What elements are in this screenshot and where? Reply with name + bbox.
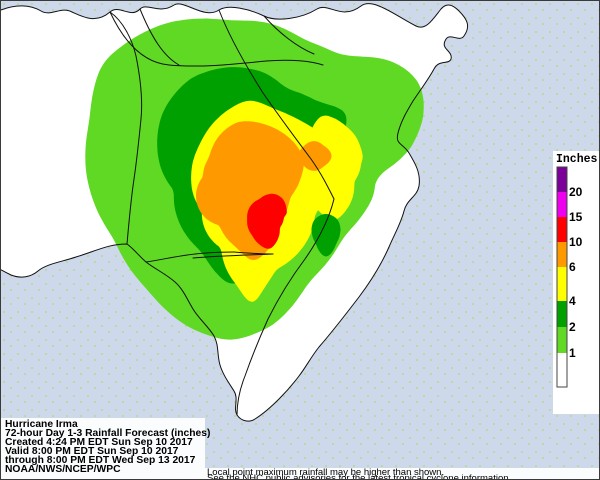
svg-text:15: 15 — [569, 210, 583, 224]
svg-text:6: 6 — [569, 260, 576, 274]
svg-text:10: 10 — [569, 235, 583, 249]
svg-text:See the NHC public advisories: See the NHC public advisories for the la… — [207, 473, 511, 480]
svg-text:Inches: Inches — [556, 153, 598, 166]
svg-text:4: 4 — [569, 294, 576, 308]
svg-text:20: 20 — [569, 185, 583, 199]
svg-text:1: 1 — [569, 346, 576, 360]
svg-text:NOAA/NWS/NCEP/WPC: NOAA/NWS/NCEP/WPC — [5, 464, 121, 475]
svg-text:2: 2 — [569, 320, 576, 334]
